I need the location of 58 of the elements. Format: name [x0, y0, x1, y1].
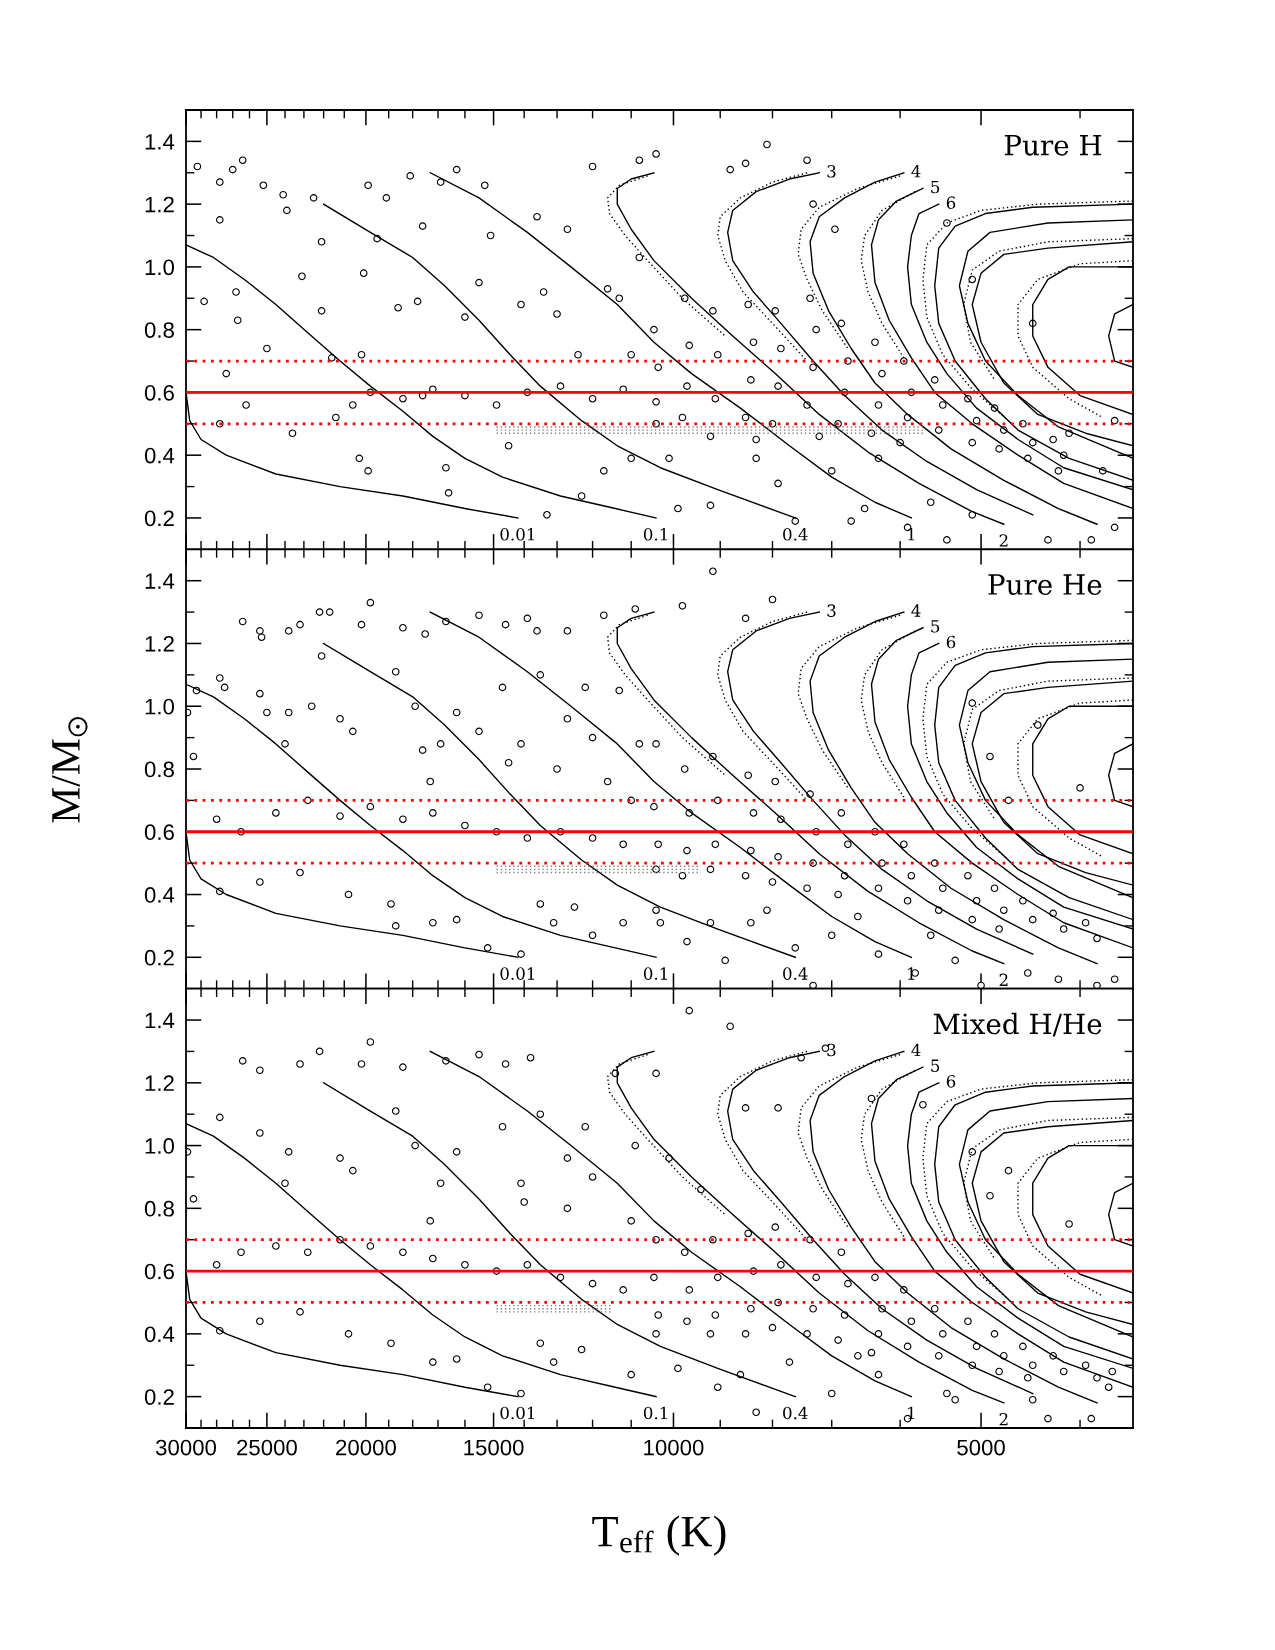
annotation: 4 [911, 1043, 921, 1057]
annotation: 3 [827, 604, 836, 617]
text: Pure H [1004, 135, 1102, 156]
y-tick-label: 1.4 [145, 1012, 175, 1029]
annotation: 0.1 [643, 967, 667, 980]
y-tick-label: 1.0 [145, 698, 175, 715]
annotation: 0.4 [783, 967, 808, 980]
annotation: 5 [931, 1059, 940, 1072]
y-tick-label: 0.4 [144, 887, 175, 903]
y-axis-title: M/M$_{⊙}$ [52, 717, 88, 823]
y-tick-label: 0.2 [144, 1389, 174, 1405]
y-tick-label: 0.6 [144, 824, 174, 841]
annotation: 2 [999, 973, 1008, 986]
x-tick-label: 5000 [957, 1439, 1005, 1456]
y-tick-label: 0.8 [144, 322, 174, 338]
annotation: 6 [946, 635, 956, 649]
annotation: 2 [999, 534, 1008, 547]
text: Pure He [988, 574, 1102, 595]
y-tick-label: 1.0 [145, 259, 175, 276]
annotation: 0.01 [500, 967, 535, 980]
annotation: 0.4 [783, 1406, 808, 1420]
y-tick-label: 1.4 [145, 573, 175, 589]
y-tick-label: 1.2 [145, 1075, 174, 1091]
annotation: 1 [908, 527, 915, 541]
y-tick-label: 0.2 [144, 510, 174, 527]
x-tick-label: 30000 [155, 1439, 217, 1456]
y-tick-label: 0.8 [144, 761, 174, 778]
annotation: 0.01 [500, 1406, 535, 1420]
y-tick-label: 1.0 [145, 1138, 175, 1154]
annotation: 5 [931, 180, 940, 194]
annotation: 0.01 [500, 527, 535, 541]
y-tick-label: 0.2 [144, 949, 174, 966]
annotation: 3 [827, 164, 836, 178]
x-axis-title: T$_{eff}$ (K) [592, 1515, 726, 1556]
annotation: 4 [911, 604, 921, 617]
y-tick-label: 0.6 [144, 384, 174, 401]
y-tick-label: 0.6 [144, 1263, 174, 1280]
x-tick-label: 10000 [644, 1439, 704, 1456]
annotation: 5 [931, 620, 940, 633]
annotation: 2 [999, 1412, 1008, 1426]
x-tick-label: 25000 [237, 1439, 297, 1456]
y-tick-label: 0.8 [144, 1200, 174, 1217]
annotation: 0.1 [643, 527, 667, 541]
y-tick-label: 1.2 [145, 636, 174, 652]
y-tick-label: 0.4 [144, 447, 175, 464]
annotation: 6 [946, 196, 956, 209]
annotation: 0.1 [643, 1406, 667, 1420]
annotation: 1 [908, 1406, 915, 1420]
annotation: 4 [911, 164, 921, 178]
x-tick-label: 15000 [464, 1439, 524, 1456]
annotation: 6 [946, 1075, 956, 1088]
x-tick-label: 20000 [336, 1439, 396, 1456]
y-tick-label: 1.4 [145, 134, 175, 150]
y-tick-label: 0.4 [144, 1326, 175, 1343]
text: Mixed H/He [933, 1012, 1102, 1037]
y-tick-label: 1.2 [145, 196, 174, 213]
annotation: 3 [827, 1043, 836, 1057]
annotation: 0.4 [783, 527, 808, 541]
